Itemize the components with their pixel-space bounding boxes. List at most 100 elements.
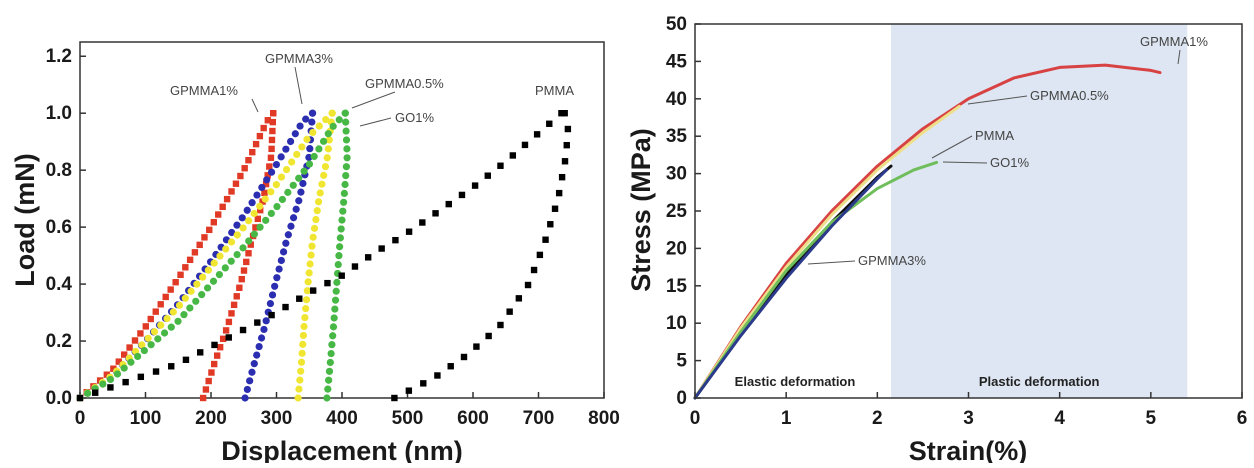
left-point-GPMMA1% (269, 127, 276, 135)
left-point-GPMMA0.5% (302, 305, 310, 313)
left-point-GO1% (325, 376, 333, 384)
left-point-GO1% (342, 136, 351, 144)
right-x-ticks: 0 1 2 3 4 5 6 (690, 392, 1247, 429)
left-point-GO1% (233, 250, 241, 259)
left-point-GO1% (337, 225, 345, 233)
left-point-PMMA (524, 281, 532, 289)
left-series-GPMMA1% (76, 110, 277, 402)
left-point-PMMA (338, 272, 345, 279)
left-point-PMMA (419, 219, 426, 226)
left-point-GPMMA0.5% (328, 109, 336, 117)
left-point-GPMMA3% (255, 342, 263, 351)
left-series-PMMA (76, 110, 572, 402)
left-point-GO1% (245, 237, 253, 245)
left-point-GPMMA0.5% (307, 251, 315, 259)
left-point-GO1% (192, 297, 200, 305)
left-point-GO1% (239, 244, 247, 252)
left-point-GO1% (340, 198, 348, 206)
left-point-GO1% (319, 137, 328, 145)
left-point-PMMA (506, 308, 513, 315)
left-annotation: PMMA (535, 83, 574, 98)
left-point-GPMMA1% (232, 180, 240, 187)
left-point-GPMMA1% (264, 172, 271, 179)
left-point-GPMMA0.5% (315, 122, 323, 130)
left-point-GPMMA1% (196, 241, 203, 249)
right-series-line-GPMMA3% (693, 168, 888, 400)
left-point-PMMA (76, 394, 84, 402)
left-x-tick-label: 200 (195, 408, 227, 429)
left-point-GPMMA0.5% (301, 313, 309, 322)
left-x-tick-label: 800 (588, 408, 620, 429)
left-point-GPMMA3% (248, 368, 256, 376)
left-point-PMMA (268, 311, 275, 319)
left-point-PMMA (405, 228, 413, 235)
right-series-line-GPMMA0.5% (693, 104, 961, 400)
left-point-GPMMA1% (233, 293, 240, 300)
left-point-GPMMA1% (252, 224, 259, 231)
left-point-PMMA (254, 319, 261, 326)
left-x-tick-label: 100 (130, 408, 162, 429)
left-point-GO1% (329, 122, 337, 130)
left-point-GPMMA0.5% (181, 294, 189, 302)
left-point-GPMMA3% (262, 317, 270, 325)
left-point-PMMA (137, 373, 145, 381)
left-point-GPMMA1% (215, 211, 222, 218)
left-point-GPMMA1% (147, 315, 154, 323)
left-y-tick-label: 0.0 (46, 388, 72, 409)
left-point-GPMMA1% (254, 215, 262, 222)
left-point-GO1% (273, 202, 281, 211)
right-series-line-GPMMA1% (693, 63, 1162, 400)
left-point-GPMMA0.5% (302, 296, 311, 304)
left-point-PMMA (391, 394, 398, 402)
left-point-GPMMA1% (172, 279, 179, 286)
left-point-GPMMA0.5% (297, 367, 305, 375)
left-point-GPMMA1% (267, 154, 275, 161)
left-point-GPMMA1% (238, 275, 245, 283)
left-point-GPMMA0.5% (175, 301, 184, 309)
left-point-GPMMA0.5% (261, 195, 269, 203)
left-point-GPMMA0.5% (296, 376, 304, 384)
left-series (76, 109, 572, 402)
left-point-GPMMA1% (262, 180, 270, 188)
left-point-GO1% (331, 296, 340, 304)
left-point-PMMA (182, 356, 190, 364)
left-point-GPMMA0.5% (187, 287, 195, 295)
left-point-GPMMA0.5% (295, 385, 303, 393)
left-point-GPMMA1% (115, 358, 122, 365)
left-point-GO1% (215, 270, 223, 279)
left-point-GPMMA3% (267, 168, 276, 176)
left-point-GPMMA1% (131, 337, 139, 344)
left-point-GPMMA1% (137, 330, 144, 337)
left-point-GO1% (221, 264, 229, 272)
left-point-GPMMA1% (228, 310, 235, 317)
right-annotation: GPMMA1% (1140, 34, 1208, 49)
left-annotation: GPMMA3% (265, 51, 333, 66)
left-point-PMMA (378, 245, 385, 252)
left-point-GO1% (324, 130, 332, 138)
left-point-GPMMA3% (228, 228, 236, 237)
left-point-PMMA (542, 236, 549, 243)
left-point-PMMA (515, 295, 523, 302)
left-point-GPMMA1% (126, 344, 133, 351)
left-point-GPMMA0.5% (138, 341, 146, 349)
left-x-tick-label: 400 (326, 408, 358, 429)
left-point-GO1% (341, 109, 349, 117)
left-point-GPMMA1% (269, 118, 277, 126)
left-point-GPMMA0.5% (169, 308, 177, 316)
left-point-GPMMA1% (230, 301, 238, 309)
left-point-GPMMA0.5% (303, 135, 311, 143)
left-point-GPMMA0.5% (320, 171, 328, 179)
right-x-tick-label: 0 (690, 408, 701, 429)
left-series-GO1% (76, 109, 351, 402)
right-y-tick-label: 25 (666, 201, 688, 222)
left-point-GO1% (315, 145, 323, 153)
left-point-GPMMA1% (256, 132, 264, 140)
plastic-region-label: Plastic deformation (979, 374, 1100, 389)
left-point-GO1% (295, 174, 303, 182)
left-point-GPMMA1% (237, 172, 244, 180)
left-point-GPMMA1% (157, 301, 164, 308)
left-point-GO1% (334, 260, 342, 269)
left-point-GPMMA1% (261, 189, 268, 197)
